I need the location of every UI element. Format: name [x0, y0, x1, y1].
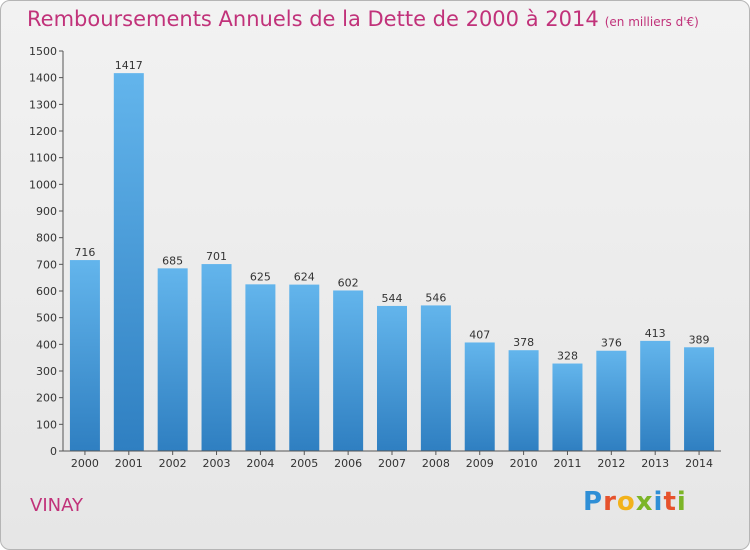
x-tick-label-2005: 2005 — [290, 457, 318, 470]
bar-2009 — [464, 342, 495, 451]
y-tick-label: 800 — [36, 232, 57, 245]
y-tick-label: 300 — [36, 365, 57, 378]
value-label-2005: 624 — [294, 271, 315, 284]
logo-letter: P — [583, 487, 604, 517]
bar-2008 — [420, 305, 451, 451]
value-label-2007: 544 — [382, 292, 403, 305]
value-label-2012: 376 — [601, 337, 622, 350]
bar-2003 — [201, 264, 232, 451]
x-tick-label-2008: 2008 — [422, 457, 450, 470]
value-label-2004: 625 — [250, 270, 271, 283]
y-tick-label: 400 — [36, 338, 57, 351]
bar-2002 — [157, 268, 188, 451]
x-tick-label-2004: 2004 — [246, 457, 274, 470]
bars: 716 1417 685 701 625 624 602 544 546 407 378 328 376… — [69, 59, 715, 451]
y-tick-label: 1200 — [29, 125, 57, 138]
y-tick-label: 1300 — [29, 98, 57, 111]
value-label-2000: 716 — [74, 246, 95, 259]
x-tick-label-2007: 2007 — [378, 457, 406, 470]
bar-2007 — [377, 305, 407, 451]
y-tick-label: 1100 — [29, 152, 57, 165]
value-label-2011: 328 — [557, 350, 578, 363]
logo-letter: r — [603, 487, 617, 517]
logo-letter: x — [635, 487, 654, 517]
value-label-2001: 1417 — [115, 59, 143, 72]
bar-2011 — [552, 363, 583, 451]
bar-2012 — [596, 350, 627, 451]
y-tick-label: 1500 — [29, 45, 57, 58]
y-tick-label: 900 — [36, 205, 57, 218]
proxiti-logo: Proxiti — [583, 487, 687, 517]
x-axis: 2000 2001 2002 2003 2004 2005 2006 2007 2008 2009… — [63, 450, 721, 470]
x-tick-label-2009: 2009 — [466, 457, 494, 470]
y-tick-label: 600 — [36, 285, 57, 298]
bar-2004 — [245, 284, 276, 451]
value-label-2008: 546 — [425, 291, 446, 304]
value-label-2002: 685 — [162, 254, 183, 267]
bar-2013 — [640, 340, 671, 451]
value-label-2009: 407 — [469, 328, 490, 341]
x-tick-label-2012: 2012 — [597, 457, 625, 470]
logo-letter: o — [616, 487, 636, 517]
bar-2014 — [684, 347, 715, 451]
y-tick-label: 700 — [36, 258, 57, 271]
y-tick-label: 200 — [36, 392, 57, 405]
value-label-2010: 378 — [513, 336, 534, 349]
x-tick-label-2001: 2001 — [115, 457, 143, 470]
x-tick-label-2002: 2002 — [159, 457, 187, 470]
logo-letter: t — [663, 487, 677, 517]
x-tick-label-2006: 2006 — [334, 457, 362, 470]
y-tick-label: 0 — [50, 445, 57, 458]
bar-2005 — [289, 284, 320, 451]
y-axis: 0 100 200 300 400 500 600 700 800 900 1000 1100 1200… — [29, 45, 64, 458]
x-tick-label-2011: 2011 — [553, 457, 581, 470]
chart-title-main: Remboursements Annuels de la Dette de 20… — [27, 7, 599, 31]
chart-title-unit: (en milliers d'€) — [604, 15, 699, 29]
x-tick-label-2013: 2013 — [641, 457, 669, 470]
x-tick-label-2010: 2010 — [510, 457, 538, 470]
value-label-2003: 701 — [206, 250, 227, 263]
bar-2001 — [113, 73, 144, 451]
bar-2000 — [69, 260, 100, 451]
value-label-2014: 389 — [689, 333, 710, 346]
bar-2006 — [333, 290, 364, 451]
y-tick-label: 500 — [36, 312, 57, 325]
value-label-2013: 413 — [645, 327, 666, 340]
logo-letter: i — [676, 487, 687, 517]
logo-letter: i — [653, 487, 664, 517]
chart-title: Remboursements Annuels de la Dette de 20… — [27, 7, 699, 31]
y-tick-label: 1000 — [29, 178, 57, 191]
x-tick-label-2014: 2014 — [685, 457, 713, 470]
commune-name: VINAY — [30, 495, 83, 516]
y-tick-label: 100 — [36, 418, 57, 431]
value-label-2006: 602 — [338, 276, 359, 289]
y-tick-label: 1400 — [29, 72, 57, 85]
bar-2010 — [508, 350, 539, 451]
x-tick-label-2003: 2003 — [203, 457, 231, 470]
x-tick-label-2000: 2000 — [71, 457, 99, 470]
